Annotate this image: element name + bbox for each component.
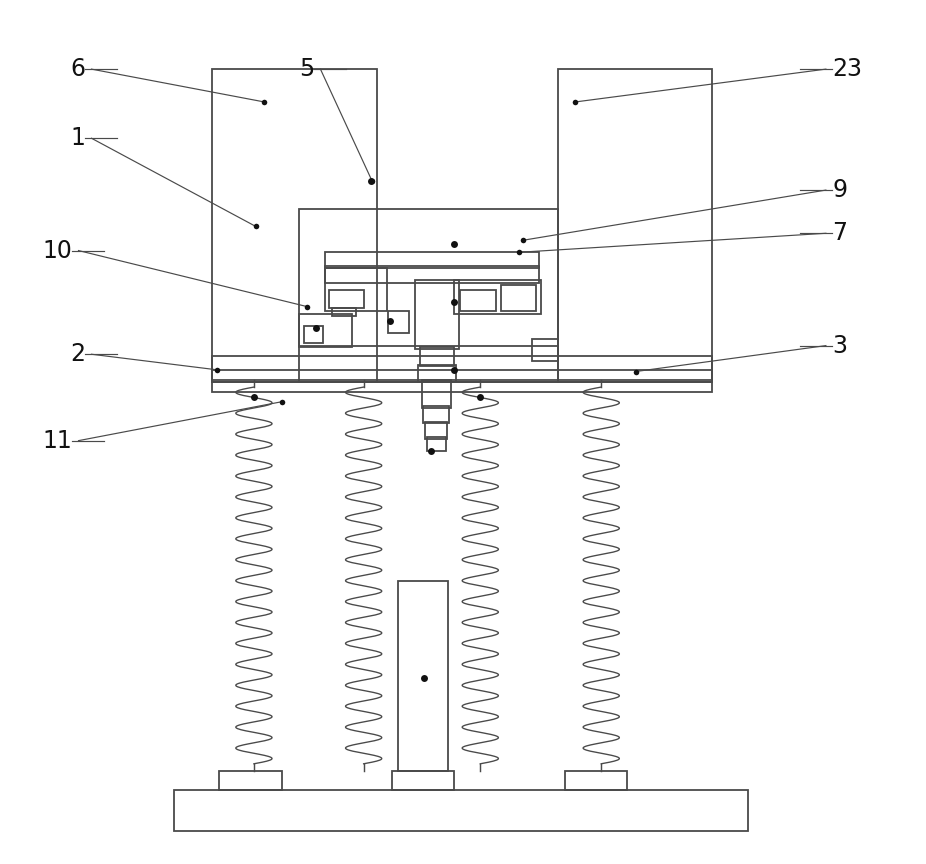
- Bar: [332, 308, 356, 316]
- Text: 2: 2: [70, 342, 85, 366]
- Bar: [219, 771, 282, 790]
- Bar: [325, 266, 539, 283]
- Bar: [212, 356, 712, 382]
- Bar: [459, 290, 495, 311]
- Bar: [455, 280, 541, 314]
- Bar: [304, 326, 323, 343]
- Bar: [299, 209, 558, 382]
- Bar: [398, 581, 448, 771]
- Text: 3: 3: [832, 334, 847, 358]
- Bar: [299, 314, 353, 347]
- Bar: [212, 380, 712, 392]
- Text: 1: 1: [70, 126, 85, 150]
- Bar: [421, 380, 451, 408]
- Text: 7: 7: [832, 221, 847, 245]
- Text: 6: 6: [70, 57, 85, 81]
- Bar: [325, 252, 539, 268]
- Bar: [532, 339, 558, 361]
- Text: 9: 9: [832, 178, 847, 202]
- Bar: [173, 790, 748, 831]
- Bar: [427, 437, 445, 451]
- Bar: [392, 771, 455, 790]
- Text: 11: 11: [43, 429, 72, 453]
- Bar: [418, 365, 457, 382]
- Bar: [558, 69, 712, 382]
- Bar: [388, 311, 409, 333]
- Bar: [419, 347, 455, 366]
- Bar: [501, 285, 535, 311]
- Bar: [565, 771, 627, 790]
- Text: 10: 10: [43, 238, 72, 263]
- Bar: [423, 406, 449, 423]
- Bar: [425, 422, 447, 439]
- Text: 23: 23: [832, 57, 862, 81]
- Text: 5: 5: [299, 57, 314, 81]
- Bar: [416, 280, 458, 349]
- Bar: [325, 268, 387, 311]
- Bar: [329, 290, 364, 308]
- Bar: [212, 69, 377, 382]
